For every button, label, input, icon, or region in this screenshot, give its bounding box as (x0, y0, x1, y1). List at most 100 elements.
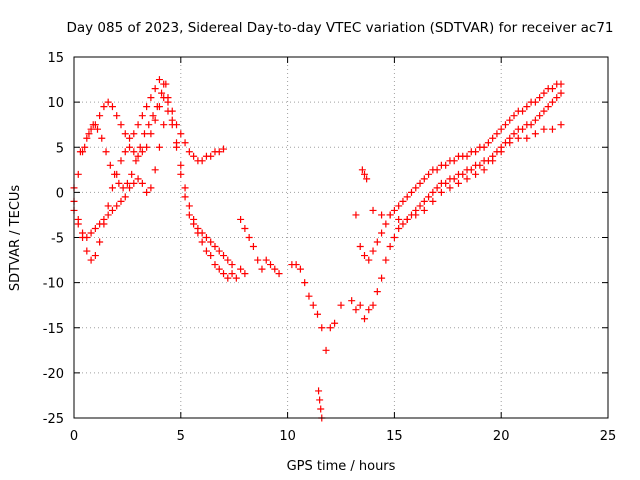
data-point (373, 238, 381, 246)
data-point (138, 148, 146, 156)
data-point (429, 188, 437, 196)
data-point (463, 175, 471, 183)
data-point (420, 206, 428, 214)
data-point (128, 170, 136, 178)
series-track-c (70, 107, 236, 269)
data-point (181, 139, 189, 147)
data-point (484, 139, 492, 147)
data-point (309, 301, 317, 309)
data-point (254, 256, 262, 264)
data-point (519, 107, 527, 115)
data-point (211, 261, 219, 269)
data-point (164, 98, 172, 106)
data-point (437, 188, 445, 196)
series-track-f (288, 261, 339, 354)
series-track-g (315, 387, 326, 422)
data-point (121, 130, 129, 138)
series-track-k (352, 166, 371, 219)
data-point (117, 121, 125, 129)
data-point (96, 238, 104, 246)
data-point (352, 211, 360, 219)
data-point (147, 130, 155, 138)
data-point (318, 324, 326, 332)
data-point (113, 112, 121, 120)
data-point (315, 387, 323, 395)
points-layer (70, 76, 565, 422)
series-track-h (337, 89, 565, 323)
data-point (130, 148, 138, 156)
data-point (510, 112, 518, 120)
data-point (108, 206, 116, 214)
data-point (215, 265, 223, 273)
data-point (155, 143, 163, 151)
data-point (454, 179, 462, 187)
data-point (395, 202, 403, 210)
x-tick-label: 5 (177, 429, 185, 444)
data-point (85, 130, 93, 138)
data-point (363, 175, 371, 183)
data-point (399, 220, 407, 228)
data-point (153, 103, 161, 111)
plot-frame (73, 56, 609, 419)
data-point (108, 184, 116, 192)
data-point (198, 238, 206, 246)
data-point (96, 220, 104, 228)
data-point (557, 121, 565, 129)
data-point (147, 94, 155, 102)
data-point (433, 166, 441, 174)
data-point (386, 243, 394, 251)
data-point (497, 125, 505, 133)
data-point (115, 179, 123, 187)
data-point (134, 175, 142, 183)
y-tick-label: 15 (47, 51, 64, 66)
data-point (207, 252, 215, 260)
data-point (412, 184, 420, 192)
data-point (158, 89, 166, 97)
data-point (121, 148, 129, 156)
data-point (194, 224, 202, 232)
data-point (119, 184, 127, 192)
data-point (382, 220, 390, 228)
data-point (117, 197, 125, 205)
data-point (143, 103, 151, 111)
data-point (540, 89, 548, 97)
data-point (96, 112, 104, 120)
data-point (93, 125, 101, 133)
data-point (224, 274, 232, 282)
data-point (519, 125, 527, 133)
data-point (531, 98, 539, 106)
data-point (416, 179, 424, 187)
series-track-i (356, 80, 565, 264)
data-point (425, 193, 433, 201)
data-point (527, 121, 535, 129)
data-point (386, 211, 394, 219)
data-point (553, 94, 561, 102)
data-point (111, 170, 119, 178)
data-point (241, 224, 249, 232)
data-point (369, 247, 377, 255)
data-point (472, 170, 480, 178)
data-point (130, 179, 138, 187)
data-point (185, 211, 193, 219)
data-point (190, 152, 198, 160)
x-tick-label: 25 (600, 429, 617, 444)
data-point (177, 170, 185, 178)
data-point (348, 297, 356, 305)
data-point (168, 121, 176, 129)
data-point (173, 143, 181, 151)
y-tick-label: -5 (51, 232, 64, 247)
data-point (356, 301, 364, 309)
data-point (267, 261, 275, 269)
data-point (134, 152, 142, 160)
y-tick-label: -25 (43, 412, 64, 427)
x-tick-label: 0 (70, 429, 78, 444)
data-point (480, 143, 488, 151)
data-point (83, 234, 91, 241)
data-point (378, 274, 386, 282)
series-track-j (369, 121, 565, 223)
y-tick-label: -20 (43, 367, 64, 382)
data-point (198, 157, 206, 165)
x-tick-label: 15 (386, 429, 403, 444)
data-point (228, 261, 236, 269)
data-point (322, 346, 330, 354)
